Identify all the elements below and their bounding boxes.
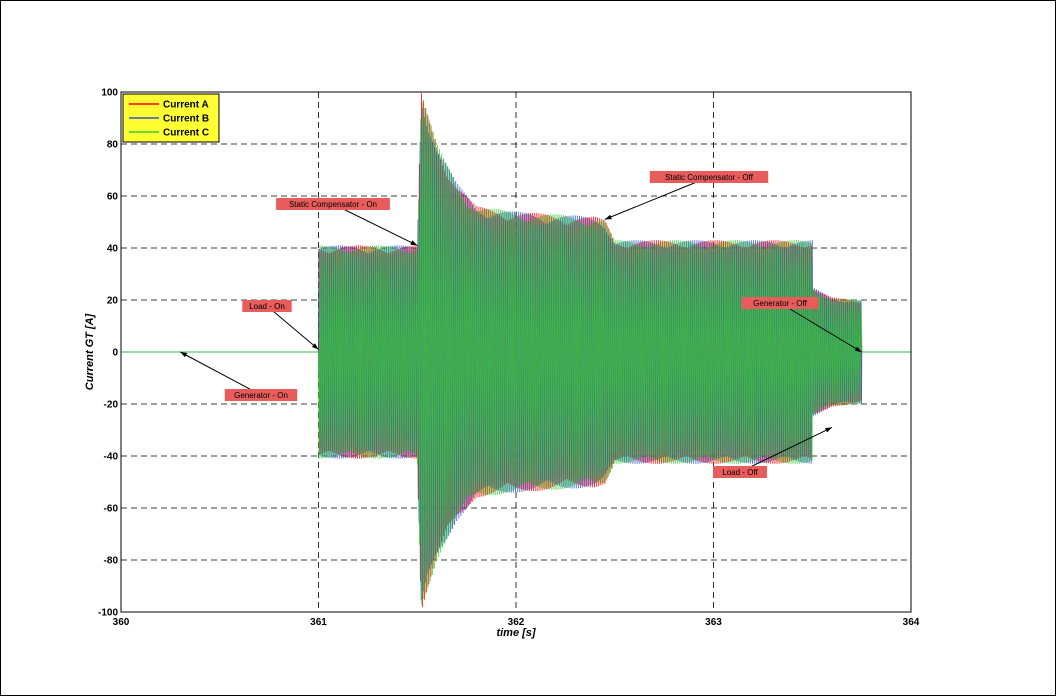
y-tick-label: -80 bbox=[104, 556, 119, 567]
series-current-c bbox=[121, 102, 911, 605]
annotation-box bbox=[713, 466, 767, 478]
annotation-box bbox=[242, 300, 292, 312]
x-tick-label: 364 bbox=[903, 617, 920, 628]
annotation-arrowhead bbox=[410, 240, 418, 246]
x-tick-label: 360 bbox=[113, 617, 130, 628]
annotation-box bbox=[276, 198, 390, 210]
annotation-arrowhead bbox=[311, 343, 319, 350]
annotation-arrowhead bbox=[854, 346, 862, 352]
y-tick-label: 20 bbox=[107, 296, 119, 307]
tick-labels: 360 361 362 363 364 100 80 60 40 20 0 -20 -40 -60 -80 -… bbox=[98, 88, 920, 629]
annotation-box bbox=[224, 389, 298, 401]
y-tick-label: 40 bbox=[107, 244, 119, 255]
annotation-label: Generator - On bbox=[234, 391, 288, 400]
x-tick-label: 363 bbox=[705, 617, 722, 628]
legend-entry: Current B bbox=[163, 114, 209, 125]
legend-entry: Current A bbox=[163, 100, 209, 111]
annotation-arrowhead bbox=[604, 214, 612, 220]
annotation-arrow bbox=[266, 305, 319, 350]
x-axis-label: time [s] bbox=[496, 627, 535, 639]
annotations: Generator - On Load - On Static Compensato… bbox=[180, 171, 862, 478]
annotation-box bbox=[741, 297, 819, 309]
annotation-arrow bbox=[332, 203, 418, 246]
annotation-label: Static Compensator - Off bbox=[665, 173, 754, 182]
x-tick-label: 361 bbox=[310, 617, 327, 628]
y-tick-label: -40 bbox=[104, 452, 119, 463]
y-tick-label: 60 bbox=[107, 192, 119, 203]
y-tick-label: -60 bbox=[104, 504, 119, 515]
legend-entry: Current C bbox=[163, 128, 209, 139]
signal-traces bbox=[121, 93, 911, 608]
annotation-label: Load - Off bbox=[722, 468, 758, 477]
y-axis-label: Current GT [A] bbox=[84, 313, 96, 390]
y-tick-label: 100 bbox=[101, 88, 118, 99]
y-tick-label: -20 bbox=[104, 400, 119, 411]
annotation-arrowhead bbox=[180, 352, 188, 358]
annotation-arrowhead bbox=[825, 427, 832, 433]
y-tick-label: 80 bbox=[107, 140, 119, 151]
annotation-box bbox=[649, 171, 769, 183]
annotation-arrow bbox=[779, 302, 862, 353]
annotation-label: Load - On bbox=[249, 302, 285, 311]
annotation-arrow bbox=[180, 351, 262, 396]
legend: Current A Current B Current C bbox=[122, 93, 220, 143]
x-tick-label: 362 bbox=[508, 617, 525, 628]
annotation-arrow bbox=[739, 426, 833, 473]
y-tick-label: -100 bbox=[98, 608, 118, 619]
annotation-label: Static Compensator - On bbox=[289, 200, 377, 209]
y-tick-label: 0 bbox=[112, 348, 118, 359]
annotation-arrow bbox=[604, 176, 710, 220]
plot-border bbox=[120, 91, 912, 613]
annotation-label: Generator - Off bbox=[753, 299, 807, 308]
